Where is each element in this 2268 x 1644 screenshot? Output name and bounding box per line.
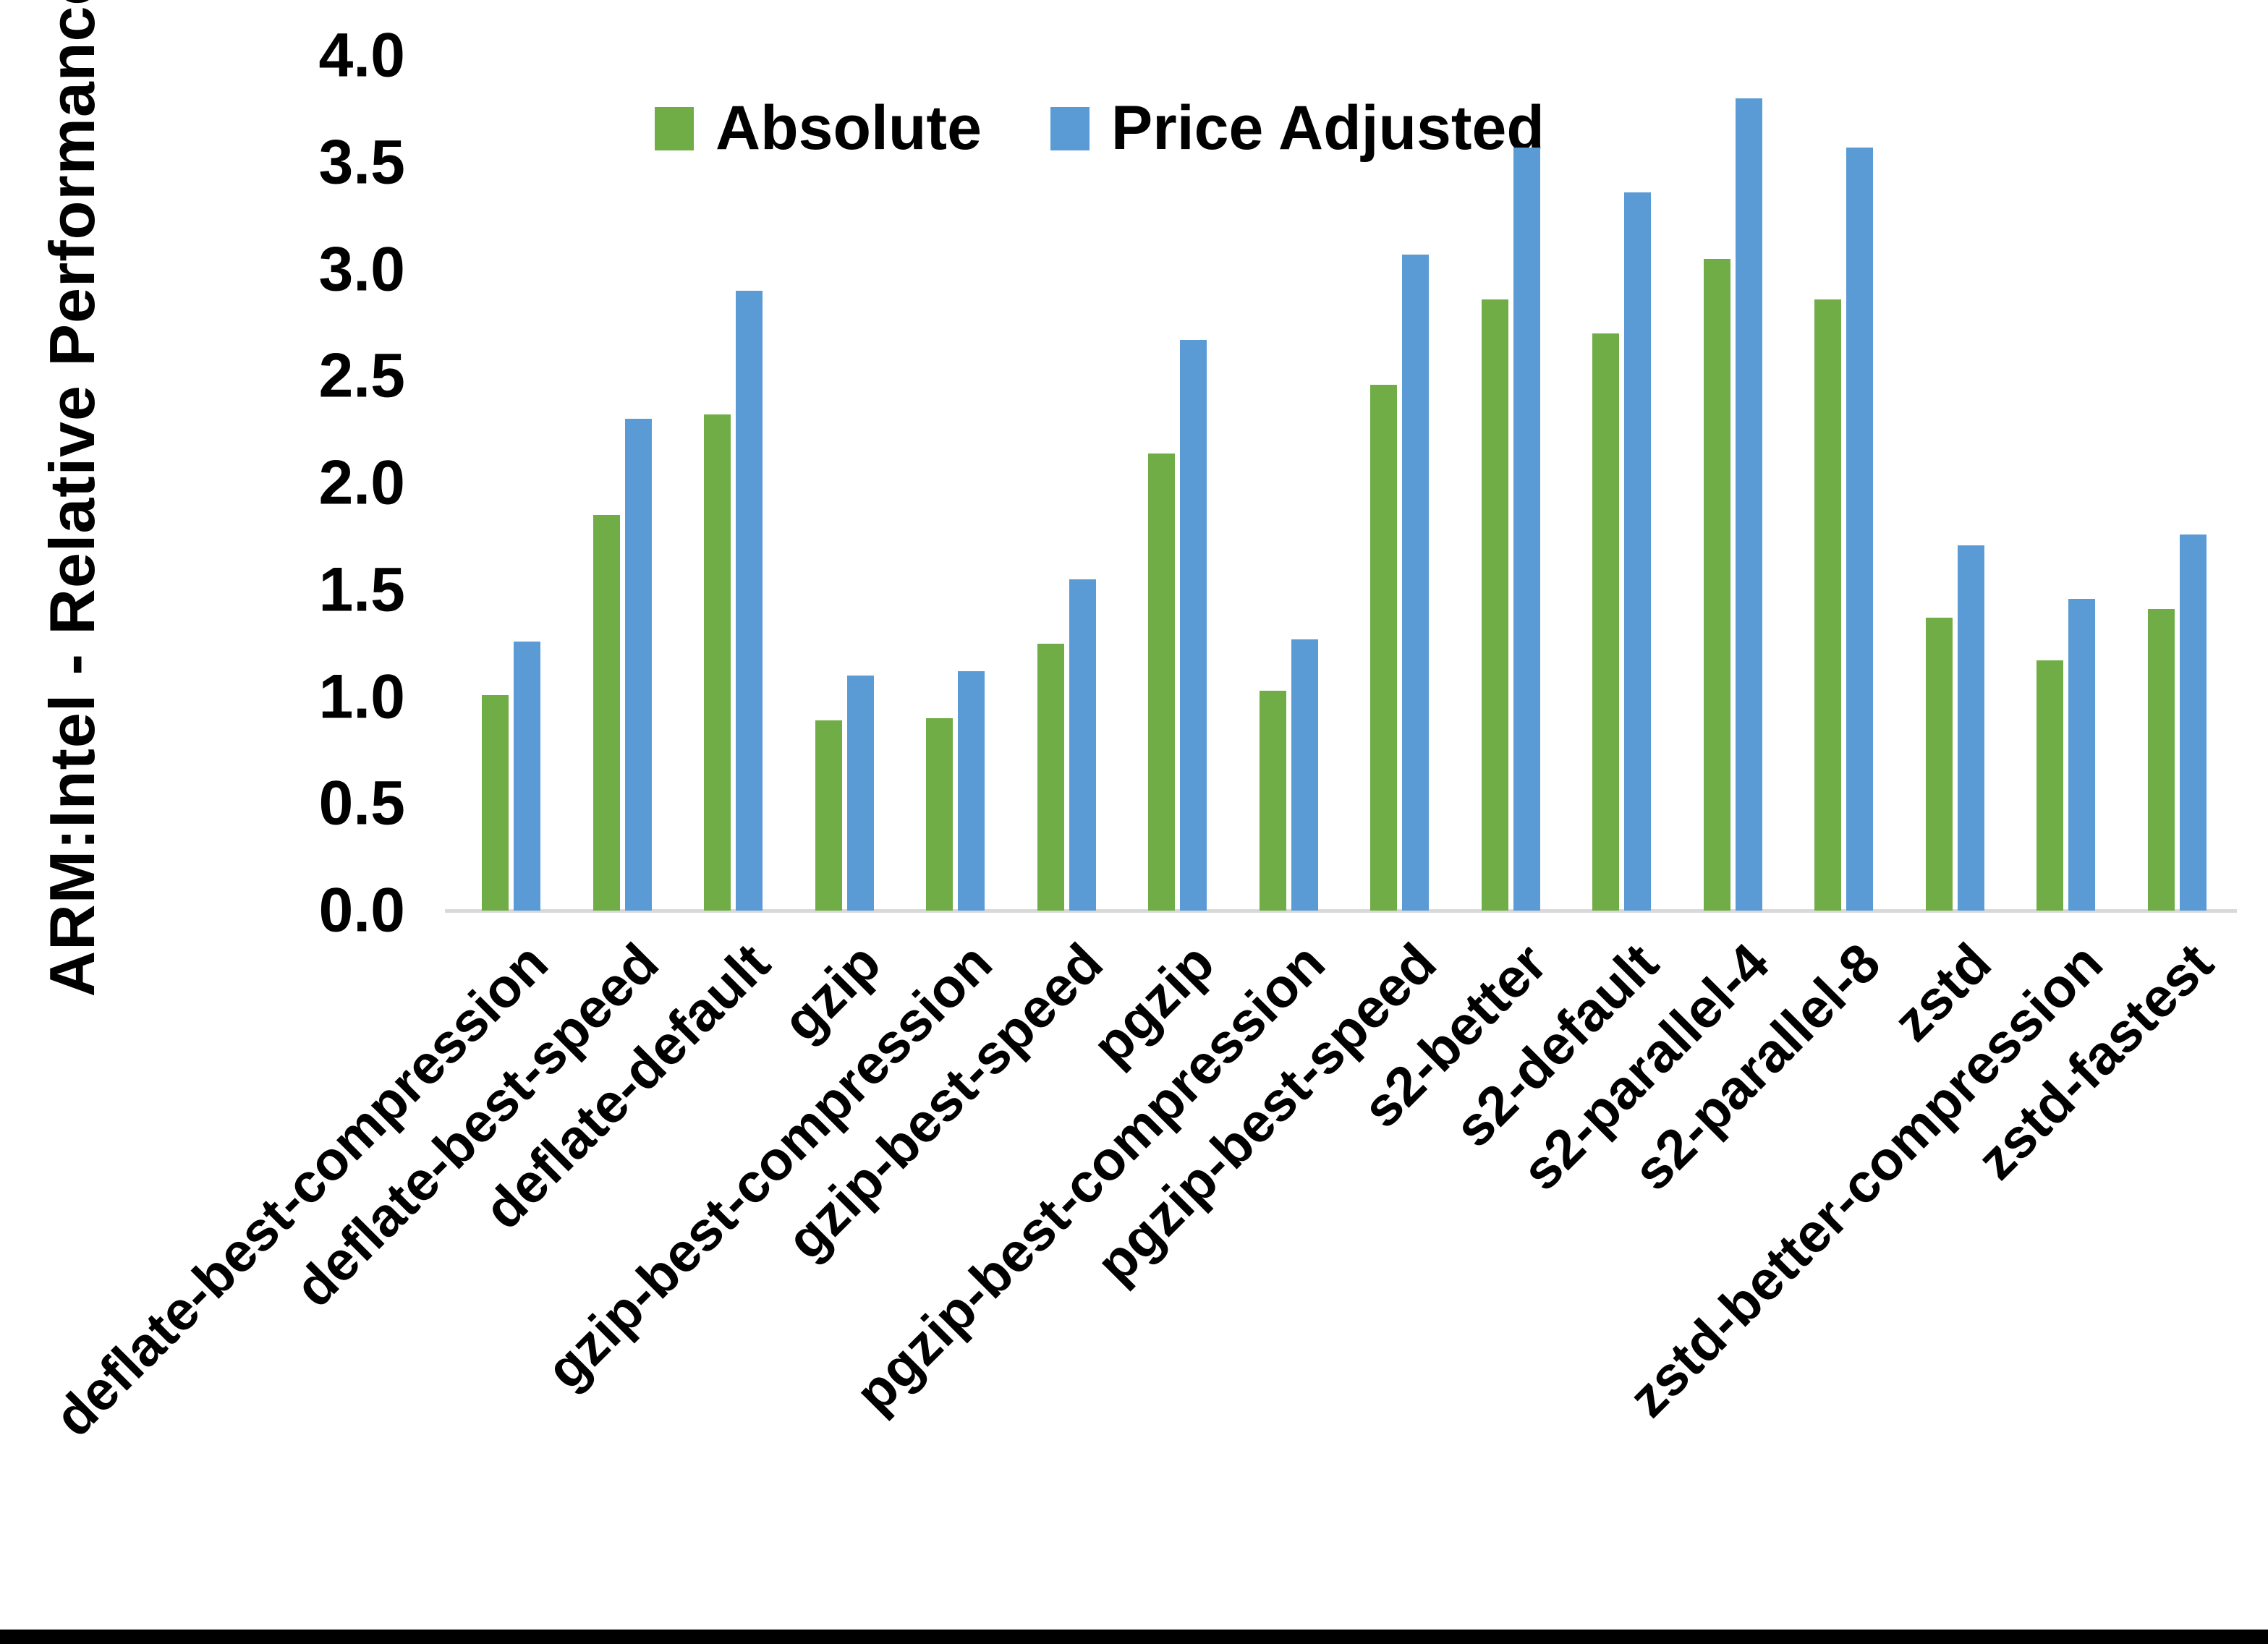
x-axis-line (445, 909, 2237, 913)
legend-item-price-adjusted: Price Adjusted (1050, 93, 1545, 164)
y-tick-label: 3.0 (318, 234, 405, 304)
y-tick-label: 0.5 (318, 768, 405, 838)
y-tick-label: 1.5 (318, 555, 405, 625)
bar-absolute (1481, 299, 1508, 911)
bottom-border-bar (0, 1630, 2268, 1644)
bar-price-adjusted (624, 419, 652, 911)
y-tick-label: 2.0 (318, 448, 405, 518)
bar-price-adjusted (1957, 545, 1984, 911)
bar-price-adjusted (1069, 579, 1096, 911)
y-tick-label: 1.0 (318, 662, 405, 731)
bar-price-adjusted (1735, 98, 1762, 911)
legend-label: Price Adjusted (1110, 93, 1545, 163)
bar-absolute (1925, 618, 1953, 911)
y-tick-label: 2.5 (318, 341, 405, 411)
legend-label: Absolute (715, 93, 982, 163)
bar-absolute (593, 515, 620, 911)
bar-price-adjusted (514, 641, 541, 911)
bar-absolute (1703, 258, 1730, 911)
legend-swatch-icon (1050, 106, 1090, 150)
bar-price-adjusted (1291, 639, 1318, 911)
bar-absolute (1370, 385, 1398, 911)
legend-swatch-icon (655, 106, 694, 150)
bar-absolute (704, 414, 731, 911)
bar-price-adjusted (1624, 192, 1652, 911)
y-tick-label: 3.5 (318, 127, 405, 197)
bar-absolute (815, 720, 842, 911)
bar-absolute (1037, 643, 1064, 911)
bar-absolute (482, 694, 509, 911)
bar-price-adjusted (958, 671, 985, 911)
bar-price-adjusted (1402, 254, 1430, 911)
y-tick-label: 4.0 (318, 20, 405, 90)
bar-price-adjusted (736, 291, 763, 911)
bar-price-adjusted (2068, 598, 2096, 911)
bar-absolute (1592, 333, 1620, 911)
bar-price-adjusted (1180, 340, 1207, 911)
bar-price-adjusted (1846, 148, 1874, 911)
bar-absolute (1259, 690, 1286, 911)
bar-absolute (926, 718, 954, 911)
bar-price-adjusted (1513, 148, 1540, 911)
bar-absolute (1814, 299, 1842, 911)
bar-price-adjusted (2179, 534, 2207, 911)
bar-absolute (2036, 660, 2064, 911)
bar-price-adjusted (846, 675, 874, 911)
y-tick-label: 0.0 (318, 875, 405, 945)
bar-absolute (2147, 609, 2175, 911)
legend: Absolute Price Adjusted (655, 93, 1545, 164)
legend-item-absolute: Absolute (655, 93, 982, 164)
bar-absolute (1148, 453, 1176, 911)
